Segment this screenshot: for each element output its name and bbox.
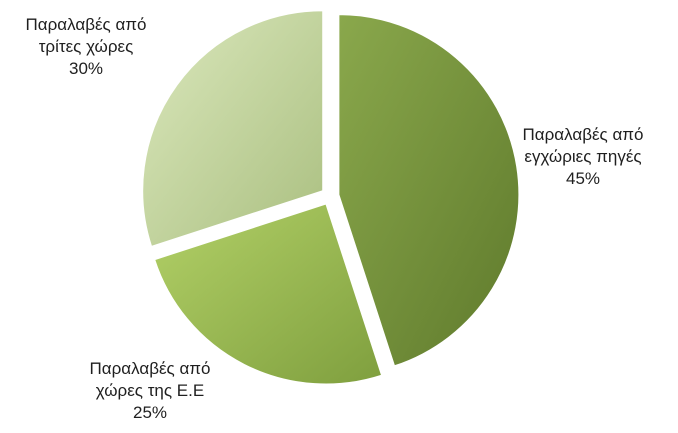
slice-category-label: Παραλαβές από	[26, 15, 147, 34]
slice-category-label: χώρες της Ε.Ε	[96, 381, 204, 400]
slice-label-0: Παραλαβές από εγχώριες πηγές 45%	[523, 125, 644, 188]
slice-value-label: 25%	[133, 403, 167, 422]
slice-label-2: Παραλαβές από τρίτες χώρες 30%	[26, 15, 147, 78]
slice-label-1: Παραλαβές από χώρες της Ε.Ε 25%	[90, 359, 211, 422]
pie-slice-2	[142, 10, 324, 247]
slice-labels: Παραλαβές από εγχώριες πηγές 45%Παραλαβές …	[26, 15, 644, 422]
pie-slices	[142, 10, 520, 385]
pie-slice-0	[338, 14, 520, 367]
slice-category-label: Παραλαβές από	[523, 125, 644, 144]
slice-value-label: 30%	[69, 59, 103, 78]
slice-category-label: Παραλαβές από	[90, 359, 211, 378]
slice-value-label: 45%	[566, 169, 600, 188]
pie-slice-1	[154, 203, 383, 385]
slice-category-label: εγχώριες πηγές	[524, 147, 641, 166]
slice-category-label: τρίτες χώρες	[39, 37, 134, 56]
